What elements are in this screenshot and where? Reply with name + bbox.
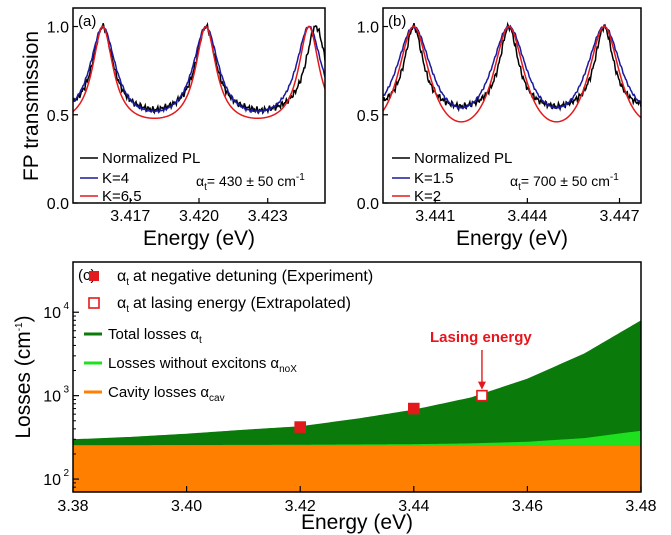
series-line-b-2 — [383, 25, 641, 123]
area-2 — [73, 445, 641, 492]
legend-text-k1-b: K=1.5 — [414, 170, 454, 187]
y-tick-label-a-0: 0.0 — [47, 196, 69, 213]
legend-text-noexciton: Losses without excitons αnoX — [108, 355, 297, 375]
y-tick-label-c-0: 10 — [43, 472, 61, 489]
x-tick-label-b-2: 3.447 — [599, 208, 639, 225]
panel-a-label: (a) — [78, 13, 96, 30]
legend-text-k2-b: K=2 — [414, 188, 441, 205]
panel-a-xlabel: Energy (eV) — [143, 227, 255, 250]
series-line-a-0 — [73, 21, 325, 115]
legend-text-extrapolated: αt at lasing energy (Extrapolated) — [117, 295, 351, 315]
panel-c-ylabel: Losses (cm-1) — [12, 315, 35, 438]
x-tick-label-b-1: 3.444 — [507, 208, 547, 225]
legend-text-cavity: Cavity losses αcav — [108, 384, 225, 404]
y-tick-exp-c-2: 4 — [63, 301, 69, 312]
panel-c-frame — [72, 261, 642, 493]
x-tick-label-c-4: 3.46 — [512, 498, 543, 515]
lasing-arrow-head — [477, 381, 486, 390]
legend-marker-filled-square — [89, 271, 99, 281]
panel-b: 3.441 3.444 3.447 0.0 0.5 1.0 (b) Energy (eV)… — [357, 7, 642, 250]
legend-text-experiment: αt at negative detuning (Experiment) — [117, 268, 373, 288]
y-tick-exp-c-0: 2 — [63, 468, 69, 479]
y-tick-label-a-1: 0.5 — [47, 108, 69, 125]
x-tick-label-c-5: 3.48 — [625, 498, 656, 515]
panel-b-legend: Normalized PL K=1.5 K=2 — [392, 150, 512, 205]
data-point-0-1 — [407, 402, 420, 415]
legend-text-pl-a: Normalized PL — [102, 150, 200, 167]
x-tick-label-c-3: 3.44 — [398, 498, 429, 515]
panel-c-xlabel: Energy (eV) — [301, 511, 413, 534]
series-line-a-2 — [73, 25, 325, 120]
y-tick-label-b-2: 1.0 — [357, 20, 379, 37]
x-tick-label-c-1: 3.40 — [171, 498, 202, 515]
series-line-a-1 — [73, 24, 325, 114]
x-tick-label-a-2: 3.423 — [248, 208, 288, 225]
y-tick-label-b-1: 0.5 — [357, 108, 379, 125]
panel-a: 3.417 3.420 3.423 0.0 0.5 1.0 (a) Energy (eV)… — [20, 7, 326, 250]
legend-text-k2-a: K=6.5 — [102, 188, 142, 205]
lasing-energy-label: Lasing energy — [430, 329, 532, 346]
x-tick-label-a-1: 3.420 — [179, 208, 219, 225]
y-tick-label-c-1: 10 — [43, 389, 61, 406]
panel-c-legend: αt at negative detuning (Experiment) αt at… — [84, 268, 373, 404]
series-line-b-0 — [383, 21, 641, 113]
legend-text-pl-b: Normalized PL — [414, 150, 512, 167]
panel-a-alpha-annotation: αt= 430 ± 50 cm-1 — [196, 172, 305, 193]
x-tick-label-b-0: 3.441 — [415, 208, 455, 225]
x-tick-label-a-0: 3.417 — [110, 208, 150, 225]
y-tick-label-b-0: 0.0 — [357, 196, 379, 213]
panel-b-xlabel: Energy (eV) — [456, 227, 568, 250]
legend-text-total: Total losses αt — [108, 326, 202, 346]
series-line-b-1 — [383, 23, 641, 110]
y-tick-exp-c-1: 3 — [63, 385, 69, 396]
legend-text-k1-a: K=4 — [102, 170, 129, 187]
x-tick-label-c-2: 3.42 — [285, 498, 316, 515]
panel-b-alpha-annotation: αt= 700 ± 50 cm-1 — [510, 172, 619, 193]
panel-b-label: (b) — [388, 13, 406, 30]
x-tick-label-c-0: 3.38 — [57, 498, 88, 515]
data-point-1-0 — [476, 389, 488, 402]
data-point-0-0 — [294, 421, 307, 433]
y-tick-label-a-2: 1.0 — [47, 20, 69, 37]
panel-a-legend: Normalized PL K=4 K=6.5 — [80, 150, 200, 205]
legend-marker-open-square — [88, 297, 100, 309]
y-tick-label-c-2: 10 — [43, 305, 61, 322]
panel-a-ylabel: FP transmission — [20, 31, 43, 181]
panel-b-frame — [382, 7, 642, 204]
